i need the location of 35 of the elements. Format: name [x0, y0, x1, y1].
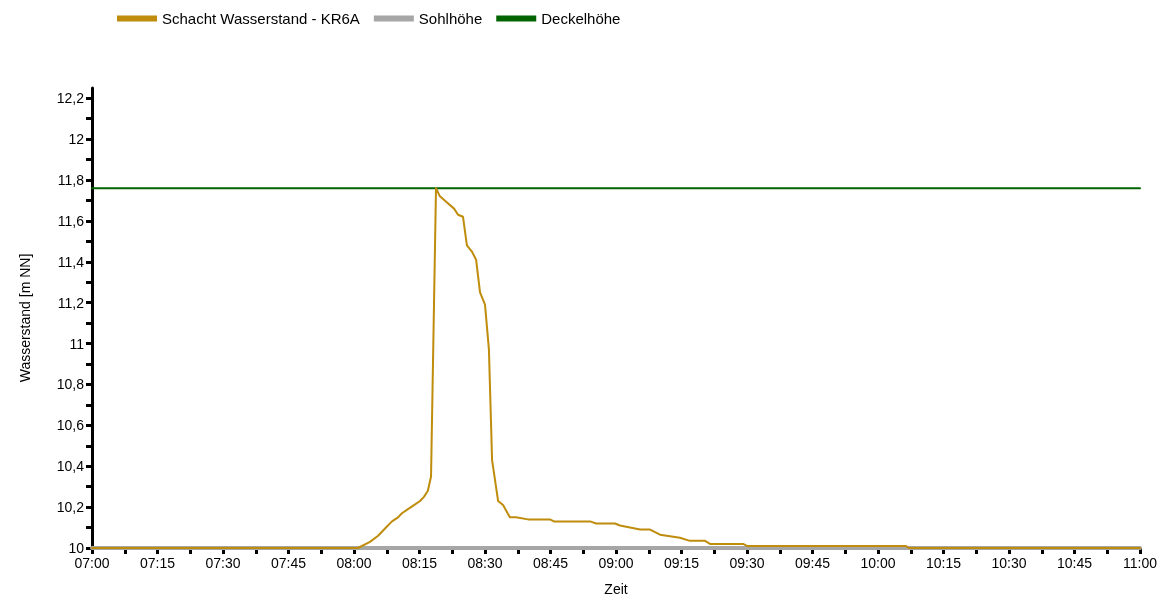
x-tick-label: 10:45	[1056, 555, 1093, 571]
x-tick-label: 08:30	[467, 555, 503, 571]
y-tick-label: 11,2	[57, 294, 85, 311]
x-axis-title: Zeit	[604, 581, 628, 597]
y-tick-label: 10,4	[56, 458, 85, 475]
x-tick-label: 09:45	[794, 555, 831, 571]
x-tick-label: 10:15	[925, 555, 962, 571]
x-tick-label: 07:45	[270, 555, 307, 571]
line-series	[91, 187, 1141, 549]
x-tick-label: 08:00	[336, 555, 372, 571]
y-tick-label: 10,6	[56, 417, 85, 434]
y-tick-label: 10,8	[56, 376, 85, 393]
legend-label: Deckelhöhe	[541, 10, 621, 27]
y-tick-label: 10	[68, 540, 85, 556]
y-axis-title: Wasserstand [m NN]	[17, 253, 33, 383]
legend-label: Schacht Wasserstand - KR6A	[162, 10, 360, 27]
x-tick-label: 07:15	[139, 555, 176, 571]
y-tick-label: 11	[69, 335, 85, 352]
x-tick-label: 08:15	[401, 555, 438, 571]
y-tick-label: 11,4	[57, 253, 85, 270]
x-tick-label: 07:30	[205, 555, 241, 571]
x-tick-label: 07:00	[74, 555, 110, 571]
x-tick-label: 10:30	[991, 555, 1027, 571]
legend-label: Sohlhöhe	[418, 10, 483, 27]
y-tick-label: 12,2	[56, 90, 85, 107]
y-tick-label: 12	[68, 131, 85, 148]
x-tick-label: 09:30	[729, 555, 765, 571]
x-tick-label: 11:00	[1123, 555, 1158, 571]
x-tick-label: 10:00	[860, 555, 896, 571]
y-tick-label: 11,6	[57, 212, 85, 229]
x-tick-label: 09:15	[663, 555, 700, 571]
y-tick-label: 10,2	[56, 499, 85, 516]
y-tick-label: 11,8	[57, 172, 85, 188]
x-tick-label: 09:00	[598, 555, 634, 571]
x-tick-label: 08:45	[532, 555, 569, 571]
